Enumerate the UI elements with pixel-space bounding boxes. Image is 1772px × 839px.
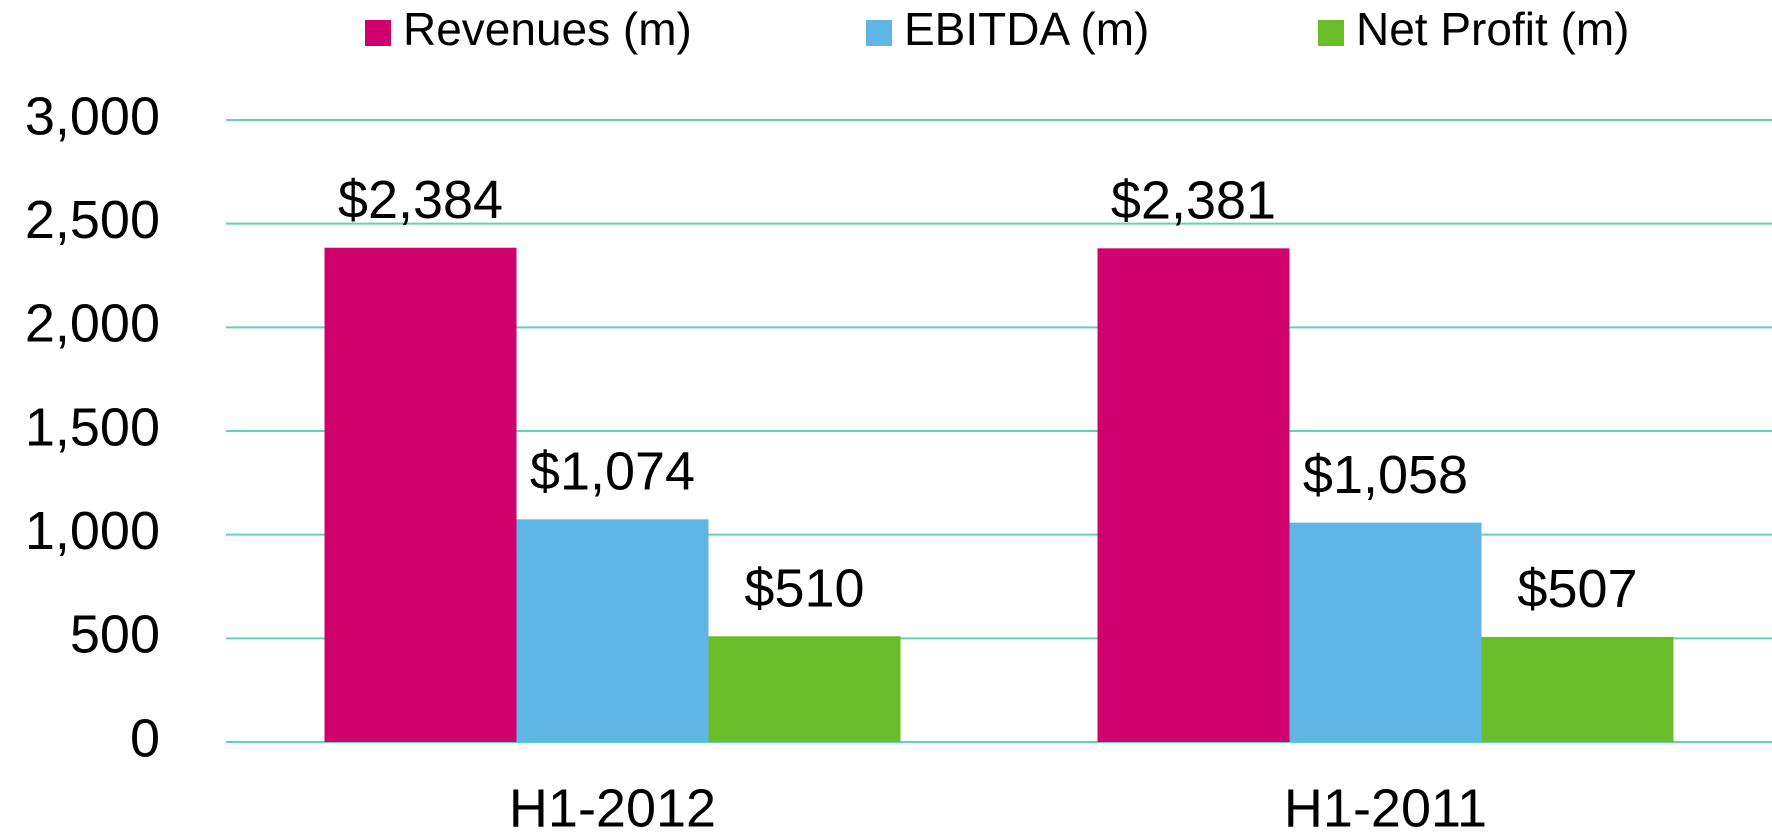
bar [1289,522,1482,742]
x-tick-label: H1-2012 [509,778,716,838]
legend-label: Revenues (m) [403,3,692,55]
bar [516,519,709,742]
bar [1097,248,1290,742]
legend-swatch [1318,20,1344,46]
legend-label: EBITDA (m) [904,3,1149,55]
bar [324,247,517,742]
bar [708,636,901,742]
legend-swatch [365,20,391,46]
bar [1481,636,1674,742]
y-tick-label: 1,500 [25,397,160,457]
value-label: $507 [1517,559,1637,619]
value-label: $1,058 [1303,445,1468,505]
legend-swatch [866,20,892,46]
x-tick-label: H1-2011 [1284,778,1487,838]
value-label: $510 [744,559,864,619]
value-label: $1,074 [530,442,695,502]
legend-label: Net Profit (m) [1356,3,1629,55]
y-tick-label: 2,500 [25,190,160,250]
y-tick-label: 2,000 [25,294,160,354]
y-tick-label: 0 [130,708,160,768]
y-tick-label: 1,000 [25,501,160,561]
y-tick-label: 500 [70,605,160,665]
y-tick-label: 3,000 [25,86,160,146]
value-label: $2,381 [1111,171,1276,231]
value-label: $2,384 [338,170,503,230]
